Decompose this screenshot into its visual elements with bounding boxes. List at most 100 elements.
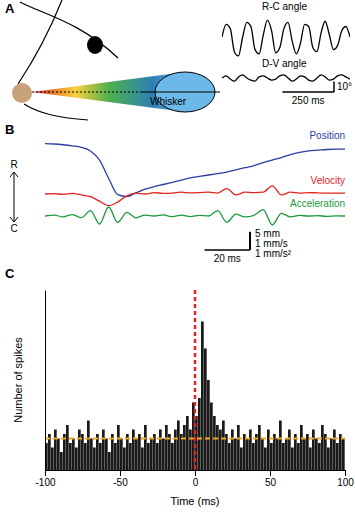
bar: [186, 416, 189, 470]
x-axis-title: Time (ms): [170, 495, 219, 507]
series-label: Velocity: [311, 175, 345, 186]
ear-outline: [20, 2, 118, 58]
tick-mark: [120, 470, 121, 476]
tick: 0: [193, 470, 199, 488]
annotation: Whisker: [150, 96, 187, 107]
panel-letter: A: [5, 1, 15, 16]
bar: [60, 452, 63, 470]
bar: [246, 439, 249, 471]
tick: -50: [113, 470, 128, 488]
bar: [114, 443, 117, 470]
panel: AWhiskerR-C angleD-V angle250 ms10°: [5, 0, 352, 120]
bar: [165, 425, 168, 470]
bar: [156, 443, 159, 470]
bar: [240, 448, 243, 471]
bar: [306, 434, 309, 470]
bar: [318, 443, 321, 470]
direction-label: C: [10, 223, 17, 234]
tick: -100: [35, 470, 55, 488]
bar: [213, 416, 216, 470]
figure: AWhiskerR-C angleD-V angle250 ms10°BRCPo…: [0, 0, 355, 522]
series-label: R-C angle: [262, 1, 307, 12]
bar: [327, 448, 330, 471]
bar: [279, 421, 282, 471]
bar: [330, 439, 333, 471]
x-axis: -100 -50 0 50 100: [35, 470, 354, 488]
scale-bar-y: [333, 82, 335, 93]
whisker: [140, 91, 220, 92]
bar: [162, 439, 165, 471]
bar: [216, 425, 219, 470]
bar: [144, 425, 147, 470]
bar: [198, 398, 201, 470]
bar: [201, 322, 204, 471]
bar: [72, 439, 75, 471]
bar: [270, 443, 273, 470]
nose: [12, 83, 32, 103]
series-label: Acceleration: [290, 198, 345, 209]
scale-bars: [282, 82, 334, 93]
bar: [282, 443, 285, 470]
scale-bars: [205, 232, 250, 250]
bar: [297, 443, 300, 470]
rat-drawing: [12, 0, 220, 120]
scale-bar-x: [282, 91, 334, 93]
bar: [66, 425, 69, 470]
bar: [90, 439, 93, 471]
y-axis-line: [45, 291, 46, 471]
traces: [45, 144, 345, 225]
eye: [87, 36, 103, 54]
scale-bar-x: [205, 249, 250, 251]
tick-label: -100: [35, 477, 55, 488]
bar: [120, 439, 123, 471]
bar: [249, 430, 252, 471]
tick-mark: [345, 470, 346, 476]
panel-letter: C: [5, 266, 15, 281]
bar: [267, 430, 270, 471]
bar: [264, 448, 267, 471]
bar: [207, 380, 210, 470]
bar: [258, 425, 261, 470]
plot-marks: [45, 290, 345, 470]
stimulus-line: [194, 290, 197, 470]
tick: 100: [337, 470, 354, 488]
tick-mark: [195, 470, 196, 476]
direction-arrow: [10, 172, 18, 222]
bar: [321, 425, 324, 470]
tick-label: 50: [265, 477, 277, 488]
trace: [45, 207, 345, 225]
whisker-dotted: [32, 92, 140, 93]
bar: [108, 452, 111, 470]
bar: [84, 443, 87, 470]
bar: [57, 439, 60, 471]
bar: [87, 421, 90, 471]
y-axis-title: Number of spikes: [12, 337, 24, 423]
y-axis: [45, 291, 46, 471]
bar: [123, 448, 126, 471]
bar: [135, 439, 138, 471]
bar: [312, 430, 315, 471]
bar: [228, 443, 231, 470]
bar: [342, 439, 345, 471]
tick-mark: [270, 470, 271, 476]
bar: [129, 443, 132, 470]
bar: [285, 439, 288, 471]
bar: [51, 448, 54, 471]
bar: [132, 430, 135, 471]
scale-bar-y: [249, 232, 251, 250]
scale-bar-y: [249, 232, 251, 250]
bar: [174, 430, 177, 471]
direction-label: R: [10, 159, 17, 170]
bar: [171, 443, 174, 470]
bar: [237, 425, 240, 470]
bar: [75, 448, 78, 471]
scale-bar-label: 250 ms: [292, 95, 325, 106]
trace: [45, 144, 345, 197]
traces: [222, 20, 350, 81]
tick: 50: [265, 470, 277, 488]
bar: [252, 443, 255, 470]
bar: [102, 430, 105, 471]
bar: [78, 430, 81, 471]
bar: [150, 439, 153, 471]
bar: [105, 439, 108, 471]
